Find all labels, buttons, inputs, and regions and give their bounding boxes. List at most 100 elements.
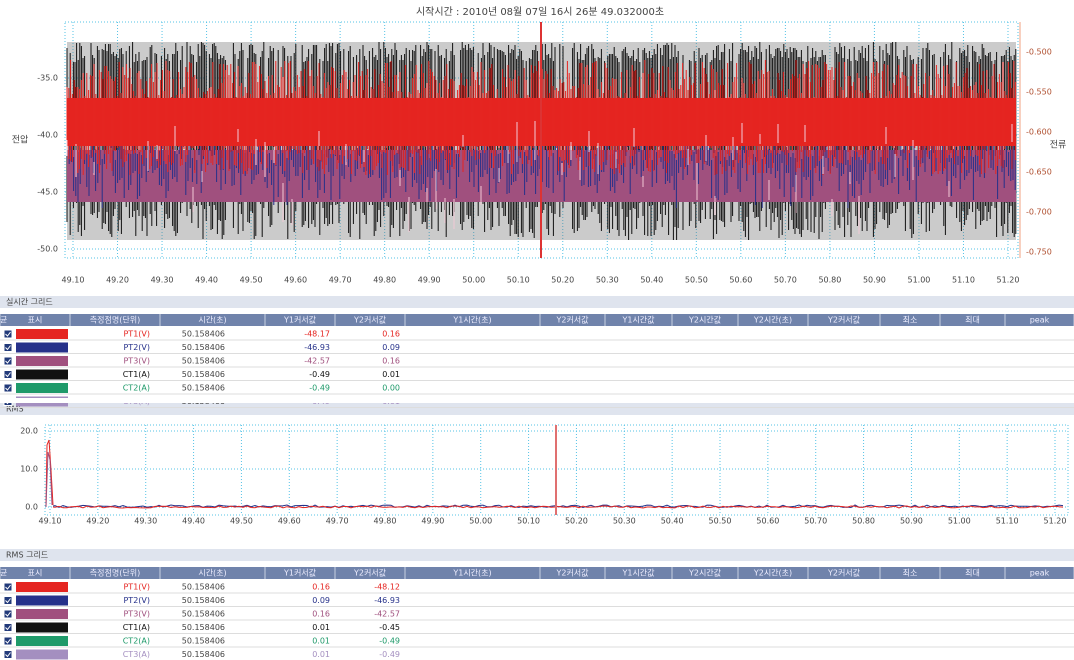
- y2-value: -46.93: [374, 596, 400, 605]
- time: 50.158406: [182, 583, 225, 592]
- column-header: 표시: [28, 316, 43, 325]
- y2-value: -42.57: [374, 610, 400, 619]
- column-header: Y2커서값: [353, 315, 387, 325]
- x-tick-label: 50.00: [469, 517, 492, 526]
- y1-value: 0.16: [312, 610, 330, 619]
- x-tick-label: 49.90: [418, 276, 441, 285]
- channel: CT3(A): [123, 650, 150, 659]
- x-tick-label: 50.70: [774, 276, 797, 285]
- checkbox: [3, 596, 13, 605]
- channel: PT2(V): [123, 596, 150, 605]
- x-tick-label: 51.00: [907, 276, 930, 285]
- y1-value: -0.49: [309, 384, 330, 393]
- y1-value: 0.01: [312, 623, 330, 632]
- column-header: Y1시간(초): [452, 568, 491, 578]
- y1-value: -46.93: [304, 343, 330, 352]
- signal-pt1: [66, 60, 1017, 175]
- y2-value: -0.45: [379, 623, 400, 632]
- x-tick-label: 50.20: [565, 517, 588, 526]
- color-swatch: [16, 609, 68, 619]
- checkbox: [3, 383, 13, 393]
- y2-tick-label: -0.500: [1026, 48, 1052, 57]
- x-tick-label: 49.10: [39, 517, 62, 526]
- x-tick-label: 49.60: [284, 276, 307, 285]
- y2-value: -0.49: [379, 650, 400, 659]
- check: [5, 584, 11, 590]
- x-tick-label: 50.70: [804, 517, 827, 526]
- y-tick-label: 20.0: [20, 427, 38, 436]
- section-title: 실시간 그리드: [6, 297, 53, 307]
- check: [5, 625, 11, 631]
- x-tick-label: 50.10: [517, 517, 540, 526]
- color-swatch: [16, 636, 68, 646]
- chart-title: 시작시간 : 2010년 08월 07일 16시 26분 49.032000초: [416, 6, 664, 18]
- channel: PT1(V): [123, 330, 150, 339]
- x-tick-label: 50.20: [551, 276, 574, 285]
- checkbox: [3, 343, 13, 352]
- y2-value: 0.01: [382, 370, 400, 379]
- y2-value: 0.16: [382, 357, 400, 366]
- column-header: Y2커서값: [827, 568, 861, 578]
- y2-tick-label: -0.550: [1026, 88, 1052, 97]
- time: 50.158406: [182, 357, 225, 366]
- color-swatch: [16, 356, 68, 366]
- time: 50.158406: [182, 370, 225, 379]
- grid-header: [0, 567, 1074, 579]
- x-tick-label: 50.50: [685, 276, 708, 285]
- plot-area: [44, 424, 1069, 516]
- check: [5, 611, 11, 617]
- checkbox: [3, 370, 13, 379]
- check: [5, 598, 11, 604]
- checkbox: [3, 609, 13, 619]
- column-header: Y2시간(초): [753, 568, 792, 578]
- x-tick-label: 49.40: [182, 517, 205, 526]
- signal-spikes: [66, 121, 1013, 234]
- x-tick-label: 50.40: [661, 517, 684, 526]
- column-header: Y1시간값: [621, 315, 655, 325]
- color-swatch: [16, 342, 68, 353]
- column-header: Y1시간(초): [452, 315, 491, 325]
- column-header: 시간(초): [198, 315, 226, 325]
- y2-value: 0.16: [382, 330, 400, 339]
- y2-label: 전류: [1050, 140, 1067, 151]
- check: [5, 358, 11, 364]
- color-swatch: [16, 383, 68, 393]
- column-header: Y1커서값: [283, 568, 317, 578]
- channel: CT1(A): [123, 623, 150, 632]
- column-header: Y2커서값: [555, 568, 589, 578]
- check: [5, 652, 11, 658]
- x-tick-label: 50.30: [613, 517, 636, 526]
- time: 50.158406: [182, 596, 225, 605]
- checkbox: [3, 636, 13, 646]
- x-tick-label: 49.30: [151, 276, 174, 285]
- y-tick-label: -50.0: [37, 245, 58, 254]
- rms-spike: [45, 439, 54, 508]
- y-tick-label: 10.0: [20, 465, 38, 474]
- column-header: 시간(초): [198, 568, 226, 578]
- y-label: 전압: [12, 134, 29, 146]
- color-swatch: [16, 595, 68, 606]
- column-header: peak: [1030, 569, 1050, 578]
- column-header: 최소: [903, 315, 918, 325]
- x-tick-label: 50.30: [596, 276, 619, 285]
- column-header: 최대: [965, 315, 980, 325]
- channel: CT2(A): [123, 384, 150, 393]
- cover: [0, 398, 1074, 403]
- column-header: Y2커서값: [827, 315, 861, 325]
- column-header: Y2시간(초): [753, 315, 792, 325]
- column-header: Y1시간값: [621, 568, 655, 578]
- channel: PT3(V): [123, 610, 150, 619]
- y2-tick-label: -0.600: [1026, 128, 1052, 137]
- channel: PT2(V): [123, 343, 150, 352]
- check: [5, 345, 11, 351]
- channel: CT1(A): [123, 370, 150, 379]
- check: [5, 385, 11, 391]
- checkbox: [3, 582, 13, 592]
- color-swatch: [16, 369, 68, 380]
- y1-value: -42.57: [304, 357, 330, 366]
- time: 50.158406: [182, 650, 225, 659]
- y2-value: -0.49: [379, 637, 400, 646]
- section-bar: [0, 296, 1074, 308]
- y2-tick-label: -0.650: [1026, 168, 1052, 177]
